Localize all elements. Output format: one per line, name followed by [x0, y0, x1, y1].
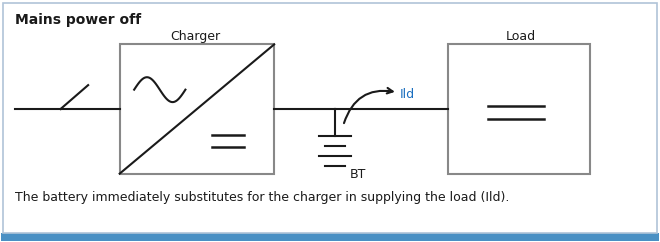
- FancyBboxPatch shape: [1, 234, 659, 241]
- Text: Ild: Ild: [400, 88, 414, 101]
- FancyBboxPatch shape: [119, 45, 274, 174]
- Text: Charger: Charger: [170, 30, 220, 43]
- Text: Mains power off: Mains power off: [15, 13, 141, 27]
- Text: The battery immediately substitutes for the charger in supplying the load (Ild).: The battery immediately substitutes for …: [15, 190, 509, 204]
- Text: BT: BT: [350, 168, 366, 181]
- Text: Load: Load: [506, 30, 536, 43]
- FancyBboxPatch shape: [448, 45, 589, 174]
